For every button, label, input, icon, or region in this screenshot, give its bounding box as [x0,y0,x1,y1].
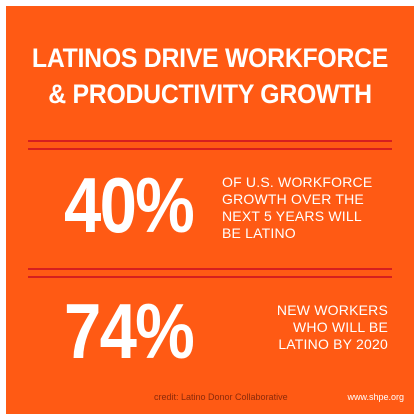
stat-2-line-3: LATINO BY 2020 [278,336,388,352]
stat-1-line-4: BE LATINO [222,225,296,241]
divider-top [28,140,392,142]
divider-top-2 [28,148,392,150]
headline: LATINOS DRIVE WORKFORCE & PRODUCTIVITY G… [22,40,397,112]
divider-middle-2 [28,276,392,278]
stat-2-line-2: WHO WILL BE [292,319,388,335]
stat-1-line-1: OF U.S. WORKFORCE [222,174,373,190]
divider-middle [28,268,392,270]
stat-1-line-2: GROWTH OVER THE [222,191,364,207]
stat-1-line-3: NEXT 5 YEARS WILL [222,208,362,224]
headline-line-2: & PRODUCTIVITY GROWTH [48,79,372,109]
headline-line-1: LATINOS DRIVE WORKFORCE [31,43,389,73]
credit-text: credit: Latino Donor Collaborative [154,392,288,402]
stat-percent-workforce-growth: 40% [64,161,195,249]
website-link[interactable]: www.shpe.org [347,392,404,402]
stat-2-line-1: NEW WORKERS [276,302,388,318]
infographic-card: LATINOS DRIVE WORKFORCE & PRODUCTIVITY G… [6,6,414,414]
stat-percent-new-workers: 74% [64,287,195,375]
stat-description-new-workers: NEW WORKERS WHO WILL BE LATINO BY 2020 [252,302,388,353]
stat-description-workforce-growth: OF U.S. WORKFORCE GROWTH OVER THE NEXT 5… [222,174,372,242]
